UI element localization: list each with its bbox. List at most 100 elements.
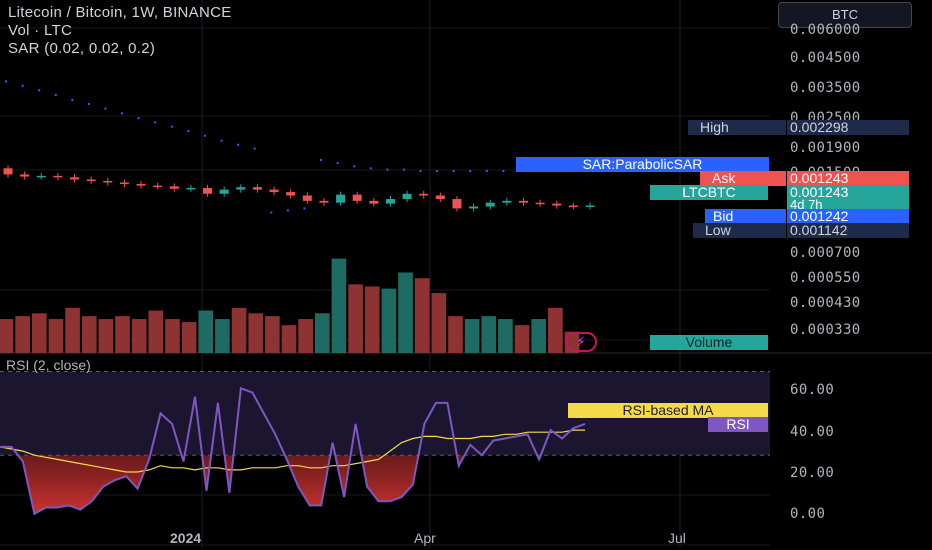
volume-bar: [398, 272, 413, 353]
low-tag-label: Low: [693, 223, 786, 238]
sar-dot: [220, 139, 223, 142]
bid-tag-label: Bid: [705, 209, 786, 224]
candle: [419, 193, 429, 196]
candle: [103, 180, 113, 183]
volume-bar: [381, 288, 397, 353]
volume-bar: [131, 319, 147, 353]
rsi-tick: 20.00: [790, 465, 835, 481]
rsi-tag: RSI: [708, 417, 768, 432]
candle: [153, 185, 163, 188]
high-tag-label: High: [688, 120, 786, 135]
sar-dot: [436, 169, 439, 172]
price-tick: 0.001900: [790, 140, 861, 156]
time-label: 2024: [170, 530, 202, 546]
price-tick: 0.000330: [790, 322, 861, 338]
volume-bar: [448, 316, 463, 353]
candle: [36, 175, 46, 178]
volume-bar: [115, 316, 130, 353]
volume-bar: [15, 316, 30, 353]
price-tick: 0.006000: [790, 22, 861, 38]
sar-dot: [386, 168, 389, 171]
rsi-tick: 40.00: [790, 424, 835, 440]
volume-bar: [181, 322, 197, 353]
candle: [319, 200, 329, 203]
high-tag-value: 0.002298: [787, 120, 909, 135]
sar-dot: [203, 134, 206, 137]
chart-title: Litecoin / Bitcoin, 1W, BINANCE: [8, 4, 232, 21]
volume-bar: [65, 307, 80, 353]
bolt-icon[interactable]: ⚡: [565, 332, 597, 352]
sar-dot: [71, 98, 74, 101]
rsi-oversold-fill: [0, 455, 585, 514]
volume-bar: [531, 319, 547, 353]
sar-dot: [485, 169, 488, 172]
sar-dot: [502, 169, 505, 172]
last-tag-value: 0.001243: [787, 185, 909, 200]
volume-bar: [481, 316, 497, 353]
rsi-tick: 0.00: [790, 506, 826, 522]
sar-dot: [54, 93, 57, 96]
volume-bar: [431, 293, 447, 353]
candle: [252, 187, 262, 190]
sar-dot: [154, 121, 157, 124]
candle: [53, 175, 63, 178]
sar-dot: [104, 107, 107, 110]
volume-bar: [98, 319, 114, 353]
volume-bar: [498, 319, 513, 353]
candle: [219, 189, 229, 194]
sar-dot: [270, 211, 273, 214]
candle: [20, 174, 30, 177]
volume-bar: [548, 307, 563, 353]
volume-bars: [0, 258, 580, 353]
volume-bar: [48, 319, 64, 353]
sar-tag: SAR:ParabolicSAR: [516, 157, 769, 172]
sar-legend: SAR (0.02, 0.02, 0.2): [8, 40, 156, 57]
candle: [469, 206, 479, 209]
sar-dot: [419, 169, 422, 172]
sar-dot: [137, 117, 140, 120]
ask-tag-label: Ask: [700, 171, 786, 186]
candle: [186, 187, 196, 190]
candle: [552, 203, 562, 206]
sar-dot: [121, 112, 124, 115]
volume-bar: [31, 313, 47, 353]
sar-dot: [187, 130, 190, 133]
candle: [535, 202, 545, 205]
sar-dot: [21, 84, 24, 87]
ask-tag-value: 0.001243: [787, 171, 909, 186]
price-tick: 0.000430: [790, 295, 861, 311]
volume-bar: [0, 319, 14, 353]
currency-button[interactable]: BTC: [778, 2, 912, 28]
volume-bar: [298, 319, 313, 353]
rsi-ma-line: [0, 429, 585, 473]
volume-tag: Volume: [650, 335, 768, 350]
price-tick: 0.000550: [790, 270, 861, 286]
candle: [3, 168, 13, 175]
volume-bar: [414, 278, 430, 353]
sar-dot: [87, 102, 90, 105]
candle: [286, 192, 296, 196]
sar-dot: [320, 159, 323, 162]
rsi-pane: [0, 371, 770, 516]
candle: [402, 193, 412, 200]
volume-bar: [265, 316, 280, 353]
volume-bar: [248, 313, 264, 353]
candle: [435, 195, 445, 200]
low-tag-value: 0.001142: [787, 223, 909, 238]
volume-bar: [165, 319, 180, 353]
sar-dot: [353, 165, 356, 168]
candle: [568, 205, 578, 208]
rsi-tick: 60.00: [790, 382, 835, 398]
candle: [119, 182, 129, 185]
candle: [502, 200, 512, 203]
sar-dot: [303, 207, 306, 210]
candle: [336, 194, 346, 203]
sar-dot: [469, 169, 472, 172]
volume-legend: Vol · LTC: [8, 22, 73, 39]
candle: [485, 202, 495, 207]
candle: [86, 179, 96, 181]
candle: [203, 187, 213, 194]
volume-bar: [314, 313, 330, 353]
candle: [518, 200, 528, 203]
rsi-legend: RSI (2, close): [6, 357, 91, 373]
